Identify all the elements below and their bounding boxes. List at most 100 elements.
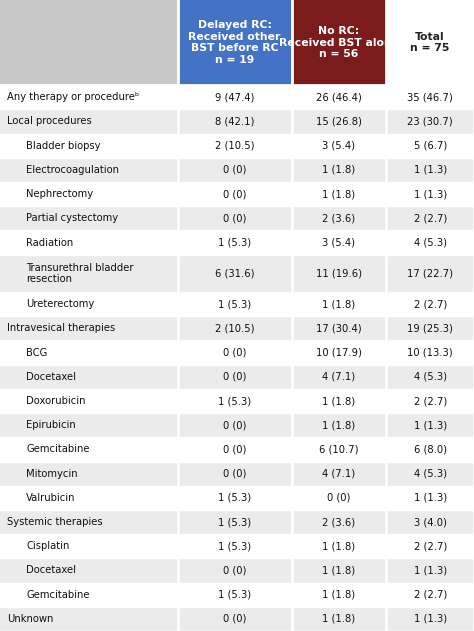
Text: 15 (26.8): 15 (26.8) xyxy=(316,117,362,126)
Text: 0 (0): 0 (0) xyxy=(223,372,246,382)
Bar xyxy=(292,109,386,134)
Bar xyxy=(178,316,292,341)
Bar xyxy=(386,316,474,341)
Text: Transurethral bladder
resection: Transurethral bladder resection xyxy=(26,262,134,284)
Text: 0 (0): 0 (0) xyxy=(327,493,351,503)
Text: 1 (1.3): 1 (1.3) xyxy=(414,420,447,430)
Bar xyxy=(292,510,386,534)
Bar xyxy=(178,85,292,109)
Bar xyxy=(386,134,474,158)
Bar xyxy=(0,607,178,631)
Text: 0 (0): 0 (0) xyxy=(223,165,246,175)
Bar xyxy=(0,292,178,316)
Text: 0 (0): 0 (0) xyxy=(223,348,246,358)
Bar xyxy=(0,134,178,158)
Bar xyxy=(178,461,292,486)
Bar xyxy=(0,0,178,85)
Text: 10 (13.3): 10 (13.3) xyxy=(407,348,453,358)
Bar xyxy=(292,365,386,389)
Bar xyxy=(292,292,386,316)
Text: 2 (2.7): 2 (2.7) xyxy=(413,590,447,599)
Bar xyxy=(178,255,292,292)
Bar xyxy=(292,206,386,230)
Bar xyxy=(386,109,474,134)
Text: 2 (2.7): 2 (2.7) xyxy=(413,299,447,309)
Text: 3 (5.4): 3 (5.4) xyxy=(322,141,356,151)
Text: 1 (5.3): 1 (5.3) xyxy=(218,237,251,247)
Bar xyxy=(0,85,178,109)
Text: Total
n = 75: Total n = 75 xyxy=(410,32,450,54)
Bar xyxy=(178,510,292,534)
Bar xyxy=(178,365,292,389)
Bar xyxy=(0,389,178,413)
Text: 0 (0): 0 (0) xyxy=(223,420,246,430)
Text: Partial cystectomy: Partial cystectomy xyxy=(26,213,118,223)
Bar xyxy=(178,230,292,255)
Text: 4 (7.1): 4 (7.1) xyxy=(322,469,356,479)
Text: 23 (30.7): 23 (30.7) xyxy=(407,117,453,126)
Bar xyxy=(178,582,292,607)
Bar xyxy=(386,437,474,461)
Text: Gemcitabine: Gemcitabine xyxy=(26,444,90,454)
Text: 1 (5.3): 1 (5.3) xyxy=(218,396,251,406)
Text: 19 (25.3): 19 (25.3) xyxy=(407,323,453,333)
Text: 1 (1.8): 1 (1.8) xyxy=(322,165,356,175)
Bar xyxy=(178,389,292,413)
Text: 1 (1.3): 1 (1.3) xyxy=(414,165,447,175)
Text: 17 (22.7): 17 (22.7) xyxy=(407,268,453,278)
Bar xyxy=(292,607,386,631)
Text: 2 (10.5): 2 (10.5) xyxy=(215,323,255,333)
Bar xyxy=(292,413,386,437)
Bar xyxy=(178,486,292,510)
Text: 1 (5.3): 1 (5.3) xyxy=(218,493,251,503)
Bar xyxy=(386,365,474,389)
Text: 1 (1.3): 1 (1.3) xyxy=(414,493,447,503)
Bar xyxy=(178,134,292,158)
Bar xyxy=(178,292,292,316)
Text: 0 (0): 0 (0) xyxy=(223,469,246,479)
Text: 4 (5.3): 4 (5.3) xyxy=(414,372,447,382)
Bar xyxy=(386,255,474,292)
Text: Ureterectomy: Ureterectomy xyxy=(26,299,94,309)
Text: 1 (1.8): 1 (1.8) xyxy=(322,299,356,309)
Text: Unknown: Unknown xyxy=(7,614,54,624)
Text: 1 (1.3): 1 (1.3) xyxy=(414,614,447,624)
Bar xyxy=(292,389,386,413)
Text: 1 (1.8): 1 (1.8) xyxy=(322,396,356,406)
Bar xyxy=(292,255,386,292)
Text: 1 (5.3): 1 (5.3) xyxy=(218,299,251,309)
Text: 6 (31.6): 6 (31.6) xyxy=(215,268,255,278)
Text: Systemic therapies: Systemic therapies xyxy=(7,517,103,527)
Bar xyxy=(178,158,292,182)
Text: Cisplatin: Cisplatin xyxy=(26,541,70,551)
Text: Delayed RC:
Received other
BST before RC
n = 19: Delayed RC: Received other BST before RC… xyxy=(189,20,281,65)
Text: 1 (1.8): 1 (1.8) xyxy=(322,565,356,575)
Bar xyxy=(0,255,178,292)
Bar xyxy=(178,182,292,206)
Bar xyxy=(178,437,292,461)
Text: 3 (5.4): 3 (5.4) xyxy=(322,237,356,247)
Bar xyxy=(0,461,178,486)
Bar xyxy=(386,413,474,437)
Text: 35 (46.7): 35 (46.7) xyxy=(407,92,453,102)
Bar xyxy=(386,85,474,109)
Bar xyxy=(292,158,386,182)
Text: 26 (46.4): 26 (46.4) xyxy=(316,92,362,102)
Bar xyxy=(292,134,386,158)
Bar xyxy=(0,206,178,230)
Text: 2 (3.6): 2 (3.6) xyxy=(322,517,356,527)
Text: Bladder biopsy: Bladder biopsy xyxy=(26,141,100,151)
Bar xyxy=(0,558,178,582)
Bar xyxy=(292,341,386,365)
Text: BCG: BCG xyxy=(26,348,47,358)
Bar xyxy=(386,510,474,534)
Text: No RC:
Received BST alone
n = 56: No RC: Received BST alone n = 56 xyxy=(279,26,399,59)
Text: 6 (8.0): 6 (8.0) xyxy=(414,444,447,454)
Text: 1 (1.8): 1 (1.8) xyxy=(322,614,356,624)
Bar xyxy=(292,316,386,341)
Bar xyxy=(292,182,386,206)
Text: 10 (17.9): 10 (17.9) xyxy=(316,348,362,358)
Bar xyxy=(0,230,178,255)
Bar xyxy=(386,206,474,230)
Text: Gemcitabine: Gemcitabine xyxy=(26,590,90,599)
